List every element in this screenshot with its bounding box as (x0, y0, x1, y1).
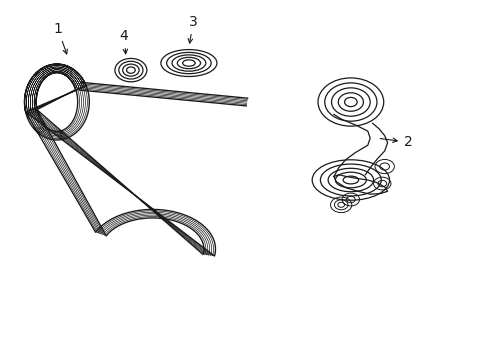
Text: 1: 1 (53, 22, 67, 54)
Text: 3: 3 (188, 15, 197, 43)
Text: 4: 4 (120, 29, 128, 54)
Text: 2: 2 (380, 135, 412, 149)
